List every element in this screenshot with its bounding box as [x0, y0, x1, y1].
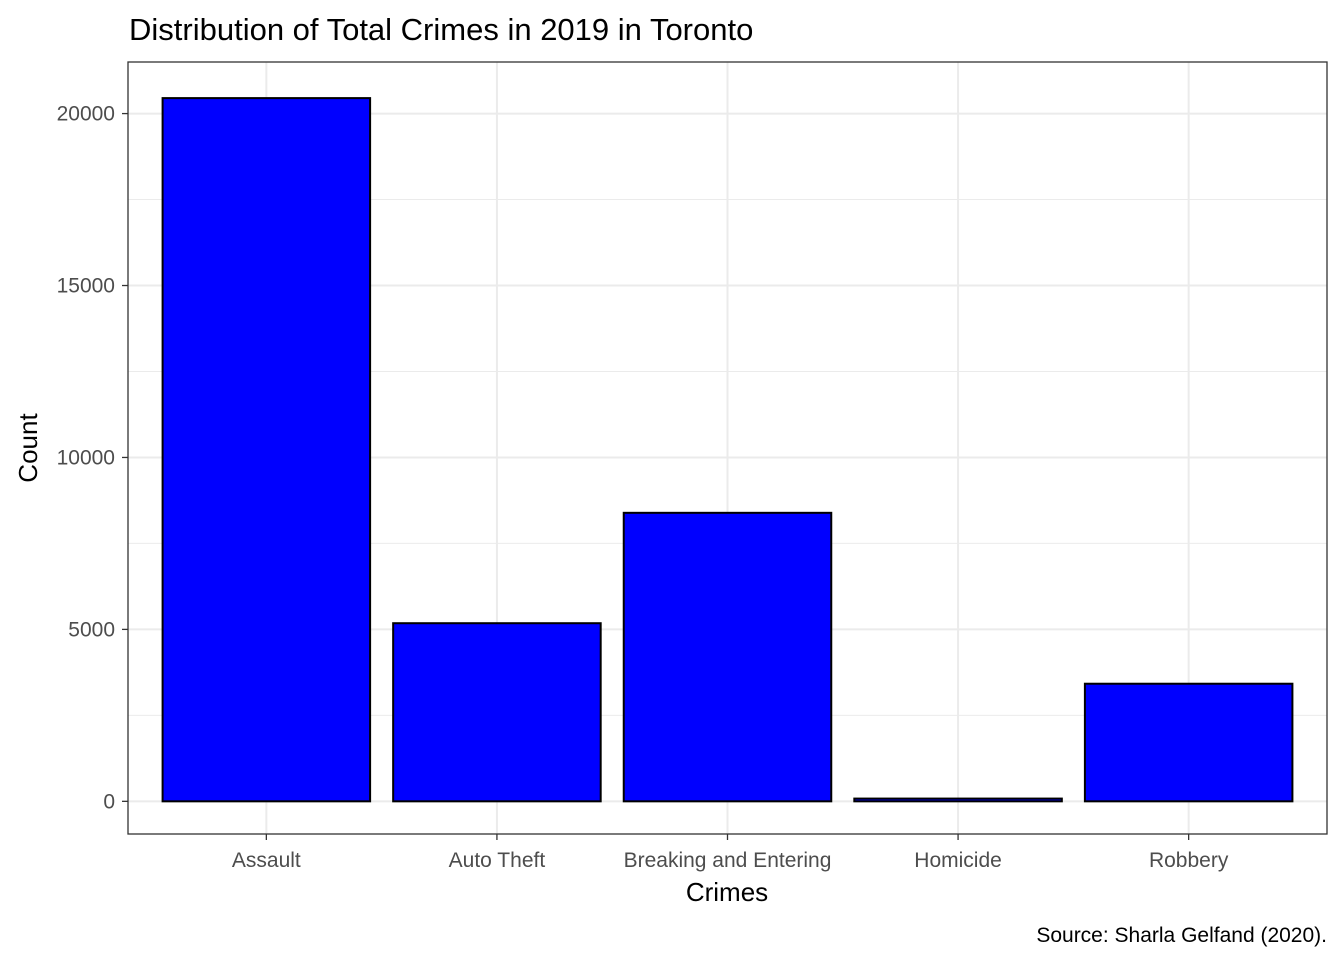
- bar: [622, 511, 833, 803]
- chart-caption: Source: Sharla Gelfand (2020).: [1036, 924, 1327, 947]
- chart-title: Distribution of Total Crimes in 2019 in …: [129, 12, 753, 47]
- bar: [392, 622, 602, 803]
- axes: 0 5000 10000 15000 20000 Assault Auto Theft Bre…: [57, 103, 1229, 872]
- bar: [853, 797, 1063, 803]
- y-tick-label: 15000: [57, 275, 115, 298]
- bar: [1083, 682, 1294, 803]
- y-tick-label: 0: [103, 790, 115, 813]
- x-tick-label: Robbery: [1149, 849, 1229, 872]
- y-axis-title: Count: [13, 413, 43, 483]
- x-axis-title: Crimes: [686, 877, 768, 907]
- bar: [161, 97, 372, 803]
- x-tick-label: Auto Theft: [449, 849, 546, 872]
- x-tick-label: Homicide: [914, 849, 1002, 872]
- bars: [161, 97, 1294, 803]
- y-tick-label: 10000: [57, 446, 115, 469]
- y-tick-label: 5000: [68, 618, 115, 641]
- x-tick-label: Breaking and Entering: [624, 849, 832, 872]
- x-tick-label: Assault: [232, 849, 301, 872]
- y-tick-label: 20000: [57, 103, 115, 126]
